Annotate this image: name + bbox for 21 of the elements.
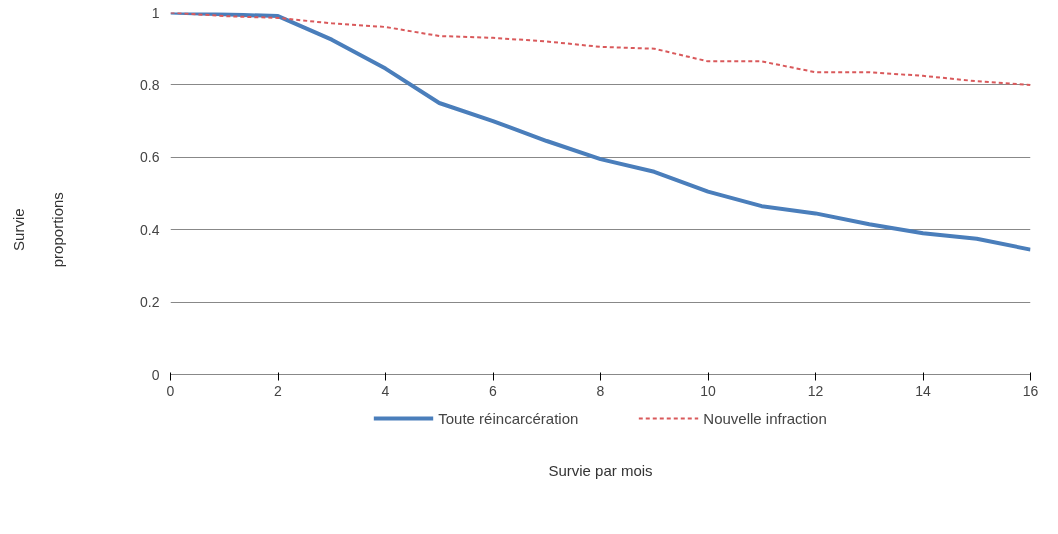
x-tick-label: 0 [166, 382, 175, 399]
x-tick-label: 8 [596, 382, 605, 399]
text: Survie proportions [10, 192, 66, 268]
x-tick-label: 2 [274, 382, 283, 399]
y-tick-label: 0.6 [140, 149, 160, 166]
legend-label: Toute réincarcération [438, 409, 579, 427]
line-series [170, 12, 1031, 86]
y-tick-label: 0.8 [140, 76, 160, 93]
x-axis-title: Survie par mois [548, 462, 653, 479]
x-tick-label: 4 [381, 382, 390, 399]
x-tick-label: 16 [1022, 382, 1039, 399]
x-tick-label: 14 [915, 382, 931, 399]
y-tick-label: 0.4 [140, 221, 160, 238]
line-series [170, 12, 1031, 252]
y-tick-label: 1 [151, 4, 160, 21]
legend-label: Nouvelle infraction [703, 409, 827, 427]
y-tick-label: 0.2 [140, 294, 160, 311]
x-tick-label: 6 [489, 382, 498, 399]
x-tick-label: 12 [807, 382, 824, 399]
y-tick-label: 0 [151, 366, 160, 383]
x-tick-label: 10 [700, 382, 716, 399]
